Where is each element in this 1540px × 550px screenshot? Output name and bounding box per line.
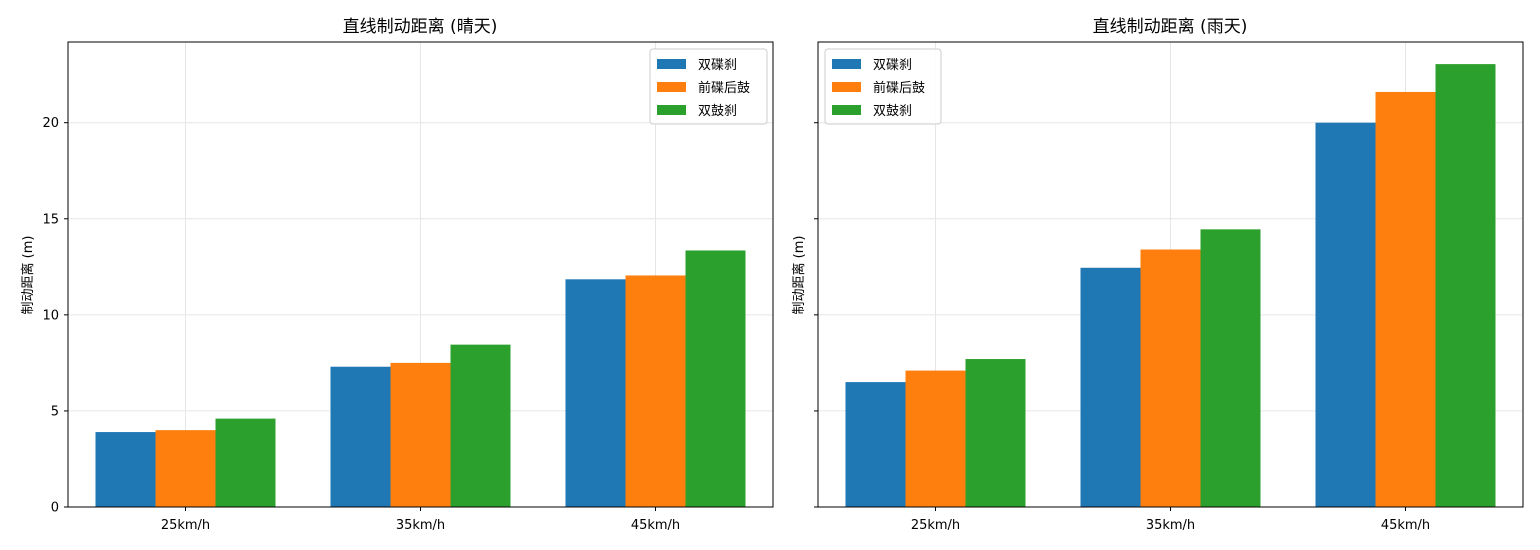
y-tick-label: 0	[51, 501, 59, 516]
chart-title: 直线制动距离 (晴天)	[343, 17, 498, 37]
legend-label: 前碟后鼓	[698, 80, 750, 96]
bar	[685, 250, 746, 508]
legend-swatch	[832, 59, 861, 69]
x-tick-label: 25km/h	[161, 518, 210, 533]
x-tick-label: 35km/h	[1146, 518, 1195, 533]
bar	[625, 275, 686, 507]
chart-panel-sunny: 直线制动距离 (晴天) 制动距离 (m) 25km/h 35km/h 45km/h 0…	[20, 17, 774, 533]
bar	[565, 279, 626, 507]
legend-label: 双碟刹	[873, 58, 912, 73]
bar	[1435, 64, 1496, 507]
x-tick-label: 35km/h	[396, 518, 445, 533]
bar	[330, 366, 391, 507]
legend-swatch	[657, 59, 686, 69]
chart-title: 直线制动距离 (雨天)	[1093, 17, 1248, 37]
legend-label: 双鼓刹	[873, 104, 912, 119]
y-tick-label: 10	[42, 308, 59, 323]
legend-swatch	[832, 82, 861, 92]
bar	[845, 382, 906, 507]
bar	[155, 430, 216, 507]
y-axis-label: 制动距离 (m)	[791, 236, 807, 315]
axes-ticks: 25km/h 35km/h 45km/h 0 5 10 15 20	[42, 116, 680, 533]
bars	[845, 64, 1496, 508]
bars	[95, 250, 746, 508]
chart-panel-rainy: 直线制动距离 (雨天) 制动距离 (m) 25km/h 35km/h 45km/h …	[791, 17, 1524, 533]
bar	[965, 359, 1026, 507]
axes-ticks: 25km/h 35km/h 45km/h	[814, 122, 1430, 533]
bar	[1375, 91, 1436, 507]
y-tick-label: 20	[42, 116, 59, 131]
x-tick-label: 45km/h	[631, 518, 680, 533]
bar	[1080, 267, 1141, 507]
legend-swatch	[657, 105, 686, 115]
bar	[1315, 122, 1376, 507]
bar	[1140, 249, 1201, 507]
y-tick-label: 15	[42, 212, 59, 227]
legend-label: 双碟刹	[698, 58, 737, 73]
x-tick-label: 45km/h	[1381, 518, 1430, 533]
x-tick-label: 25km/h	[911, 518, 960, 533]
bar	[95, 432, 156, 507]
legend-label: 双鼓刹	[698, 104, 737, 119]
y-tick-label: 5	[51, 404, 59, 419]
bar	[390, 362, 451, 507]
bar	[1200, 229, 1261, 508]
legend-label: 前碟后鼓	[873, 80, 925, 96]
bar	[215, 418, 276, 507]
bar	[450, 344, 511, 507]
y-axis-label: 制动距离 (m)	[20, 236, 36, 315]
legend-swatch	[657, 82, 686, 92]
bar	[905, 370, 966, 507]
legend-swatch	[832, 105, 861, 115]
